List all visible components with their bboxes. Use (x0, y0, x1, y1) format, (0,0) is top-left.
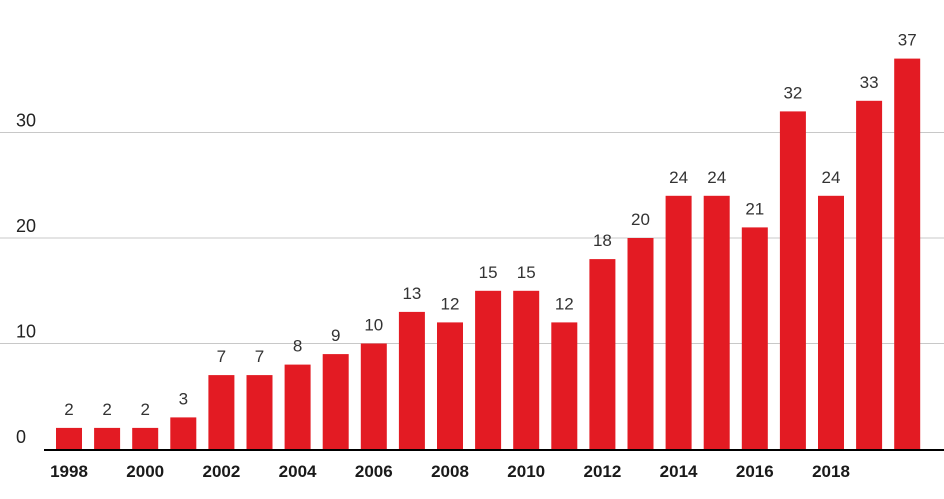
x-tick-label: 2008 (431, 462, 469, 481)
data-label-2016: 21 (745, 199, 764, 218)
data-label-2015: 24 (707, 168, 726, 187)
data-label-2017: 32 (783, 83, 802, 102)
bar-2001 (170, 417, 197, 449)
data-label-2003: 7 (255, 347, 264, 366)
bar-2007 (398, 311, 425, 449)
data-label-2000: 2 (140, 400, 149, 419)
x-tick-label: 2014 (660, 462, 698, 481)
data-label-2009: 15 (479, 263, 498, 282)
data-label-2005: 9 (331, 326, 340, 345)
data-label-2002: 7 (217, 347, 226, 366)
bar-2004 (284, 364, 311, 449)
data-label-2012: 18 (593, 231, 612, 250)
data-label-2018: 24 (822, 168, 841, 187)
y-tick-label: 0 (16, 427, 26, 447)
data-label-2007: 13 (402, 284, 421, 303)
bar-2013 (627, 238, 654, 449)
x-tick-label: 1998 (50, 462, 88, 481)
x-tick-label: 2012 (583, 462, 621, 481)
bars (56, 58, 921, 450)
bar-1998 (56, 427, 82, 449)
data-label-1998: 2 (64, 400, 73, 419)
bar-2019 (856, 100, 883, 450)
y-tick-label: 20 (16, 216, 36, 236)
x-tick-label: 2004 (279, 462, 317, 481)
data-label-2010: 15 (517, 263, 536, 282)
bar-2017 (779, 111, 806, 450)
bar-2015 (703, 195, 730, 449)
x-tick-label: 2016 (736, 462, 774, 481)
x-tick-label: 2010 (507, 462, 545, 481)
bar-2012 (589, 259, 616, 449)
data-label-2014: 24 (669, 168, 688, 187)
bar-2006 (360, 343, 387, 449)
data-label-2001: 3 (179, 389, 188, 408)
y-tick-label: 30 (16, 111, 36, 131)
bar-2002 (208, 375, 235, 449)
bar-1999 (94, 427, 121, 449)
data-label-2020: 37 (898, 31, 917, 50)
data-label-2011: 12 (555, 294, 574, 313)
y-tick-label: 10 (16, 322, 36, 342)
bar-2016 (741, 227, 768, 449)
data-label-1999: 2 (102, 400, 111, 419)
x-tick-label: 2006 (355, 462, 393, 481)
bar-2018 (818, 195, 844, 449)
data-label-2006: 10 (364, 316, 383, 335)
bar-2009 (475, 290, 502, 450)
x-tick-label: 2000 (126, 462, 164, 481)
bar-2020 (894, 58, 921, 449)
bar-2003 (246, 375, 273, 449)
x-tick-labels: 1998 2000 2002 2004 2006 2008 2010 2012 2014 2016… (50, 462, 850, 481)
bar-2005 (322, 354, 349, 449)
data-label-2019: 33 (860, 73, 879, 92)
bar-2011 (551, 322, 578, 449)
bar-2000 (132, 427, 159, 449)
x-tick-label: 2018 (812, 462, 850, 481)
y-tick-labels: 0 10 20 30 (16, 111, 36, 448)
x-tick-label: 2002 (202, 462, 240, 481)
bar-2014 (665, 195, 692, 449)
bar-2010 (513, 290, 540, 450)
data-label-2004: 8 (293, 337, 302, 356)
data-label-2008: 12 (441, 294, 460, 313)
bar-2008 (437, 322, 463, 449)
data-label-2013: 20 (631, 210, 650, 229)
